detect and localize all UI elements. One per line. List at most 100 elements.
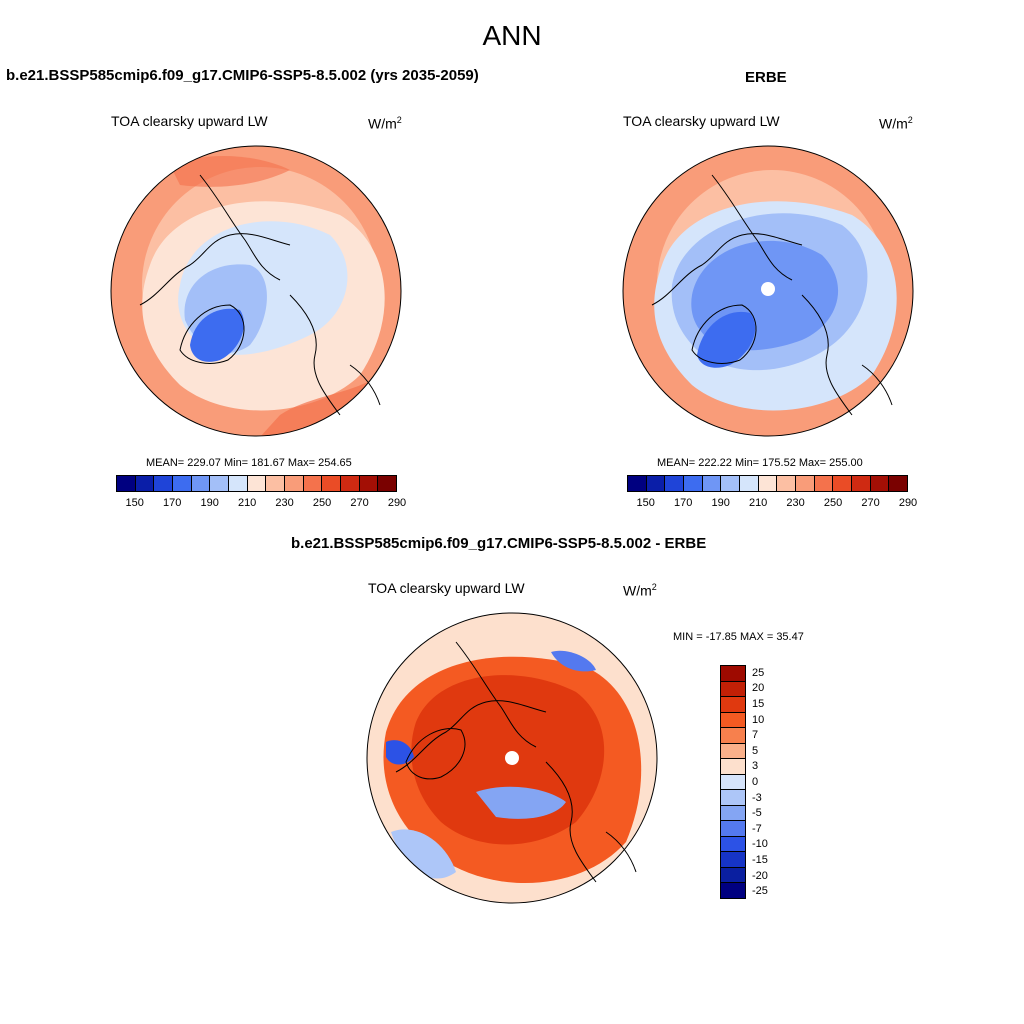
model-colorbar-segment (135, 476, 155, 491)
obs-colorbar-tick-label: 270 (861, 497, 880, 509)
obs-colorbar-segment (889, 476, 908, 491)
model-colorbar-segment (359, 476, 379, 491)
diff-colorbar-segment (721, 852, 745, 868)
obs-colorbar-tick-label: 250 (823, 497, 843, 509)
diff-colorbar-tick-label: 0 (752, 776, 759, 788)
model-colorbar (116, 475, 397, 492)
obs-colorbar-segment (758, 476, 778, 491)
obs-colorbar-tick-label: 210 (748, 497, 768, 509)
model-polar-map (110, 145, 402, 437)
diff-colorbar-ticks: 25 20 15 10 7 5 3 0 -3 -5 -7 -10 -15 -20 -25 (752, 665, 792, 899)
obs-colorbar-segment (870, 476, 890, 491)
model-colorbar-tick-label: 210 (237, 497, 257, 509)
obs-colorbar-segment (796, 476, 815, 491)
obs-colorbar-ticks: 150 170 190 210 230 250 270 290 (627, 497, 918, 511)
model-colorbar-segment (322, 476, 342, 491)
model-colorbar-segment (117, 476, 136, 491)
obs-colorbar-segment (721, 476, 741, 491)
diff-colorbar-tick-label: 5 (752, 744, 759, 757)
model-stats-label: MEAN= 229.07 Min= 181.67 Max= 254.65 (146, 457, 352, 469)
diff-units-label: W/m2 (623, 582, 657, 599)
obs-polar-map (622, 145, 914, 437)
diff-colorbar-segment (721, 867, 745, 884)
model-colorbar-tick-label: 230 (275, 497, 294, 509)
diff-colorbar-segment (721, 712, 745, 729)
diff-colorbar-tick-label: -3 (752, 791, 762, 804)
diff-colorbar-segment (721, 774, 745, 791)
diff-colorbar-tick-label: 7 (752, 729, 759, 742)
obs-colorbar-segment (777, 476, 797, 491)
diff-colorbar-tick-label: -15 (752, 854, 768, 866)
model-colorbar-segment (229, 476, 248, 491)
diff-field-cold-top-right (551, 650, 596, 672)
diff-pole-gap (505, 751, 519, 765)
obs-colorbar-segment (684, 476, 703, 491)
diff-stats-label: MIN = -17.85 MAX = 35.47 (673, 631, 804, 643)
obs-colorbar-segment (646, 476, 666, 491)
obs-colorbar-segment (628, 476, 647, 491)
obs-colorbar-tick-label: 230 (786, 497, 805, 509)
model-colorbar-segment (154, 476, 174, 491)
model-colorbar-tick-label: 290 (387, 497, 407, 509)
diff-colorbar-segment (721, 666, 745, 682)
obs-colorbar-segment (852, 476, 871, 491)
diff-colorbar-tick-label: 20 (752, 682, 765, 695)
diff-colorbar-tick-label: 15 (752, 698, 765, 710)
page-title: ANN (482, 20, 542, 51)
diff-colorbar-segment (721, 759, 745, 775)
diff-field-cold-pacific-left (386, 740, 414, 765)
model-colorbar-segment (247, 476, 267, 491)
diff-colorbar-segment (721, 743, 745, 760)
model-field-warm-pacific (170, 155, 290, 187)
model-colorbar-segment (378, 476, 397, 491)
obs-coastlines (651, 174, 893, 416)
diff-colorbar-tick-label: 25 (752, 666, 765, 679)
diff-colorbar-tick-label: -20 (752, 869, 768, 882)
diff-panel-heading: b.e21.BSSP585cmip6.f09_g17.CMIP6-SSP5-8.… (291, 535, 707, 552)
obs-colorbar-segment (702, 476, 722, 491)
obs-colorbar-tick-label: 290 (898, 497, 918, 509)
obs-pole-gap (761, 282, 775, 296)
obs-colorbar-tick-label: 150 (636, 497, 655, 509)
diff-field-cold-south-left (391, 829, 456, 879)
diff-colorbar-tick-label: -7 (752, 822, 762, 835)
diff-colorbar-segment (721, 883, 745, 898)
obs-field-greenland (697, 311, 756, 368)
diff-colorbar-segment (721, 728, 745, 744)
diff-colorbar-segment (721, 821, 745, 837)
model-colorbar-tick-label: 190 (200, 497, 219, 509)
obs-stats-label: MEAN= 222.22 Min= 175.52 Max= 255.00 (657, 457, 863, 469)
model-variable-label: TOA clearsky upward LW (111, 113, 268, 129)
obs-colorbar-segment (740, 476, 759, 491)
model-colorbar-tick-label: 250 (312, 497, 332, 509)
model-colorbar-segment (210, 476, 230, 491)
obs-colorbar-segment (665, 476, 685, 491)
model-colorbar-segment (266, 476, 286, 491)
obs-variable-label: TOA clearsky upward LW (623, 113, 780, 129)
diff-variable-label: TOA clearsky upward LW (368, 580, 525, 596)
diff-coastlines (395, 641, 637, 883)
obs-panel-heading: ERBE (745, 69, 787, 86)
diff-colorbar-tick-label: 3 (752, 760, 759, 773)
model-colorbar-tick-label: 170 (163, 497, 182, 509)
diff-colorbar-tick-label: -10 (752, 838, 768, 851)
obs-colorbar-segment (833, 476, 853, 491)
model-colorbar-segment (285, 476, 304, 491)
diff-colorbar-tick-label: 10 (752, 713, 765, 726)
diff-colorbar-tick-label: -5 (752, 807, 762, 820)
diff-field-cold-atlantic (476, 786, 566, 819)
model-colorbar-ticks: 150 170 190 210 230 250 270 290 (116, 497, 407, 511)
model-colorbar-segment (341, 476, 360, 491)
model-units-label: W/m2 (368, 115, 402, 132)
diff-colorbar-segment (721, 697, 745, 713)
diff-colorbar-segment (721, 681, 745, 698)
obs-colorbar-tick-label: 170 (674, 497, 693, 509)
model-coastlines (139, 174, 381, 416)
obs-colorbar-segment (814, 476, 834, 491)
obs-colorbar (627, 475, 908, 492)
model-colorbar-tick-label: 150 (125, 497, 144, 509)
diff-colorbar-segment (721, 805, 745, 822)
diff-polar-map (366, 612, 658, 904)
diff-colorbar (720, 665, 746, 899)
model-colorbar-tick-label: 270 (350, 497, 369, 509)
